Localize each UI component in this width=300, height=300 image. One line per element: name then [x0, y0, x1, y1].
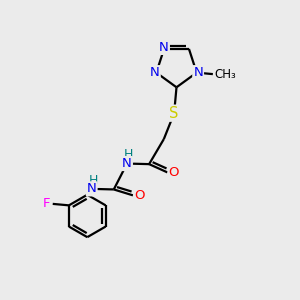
Text: N: N [150, 66, 160, 79]
Text: N: N [193, 66, 203, 79]
Text: N: N [122, 157, 132, 170]
Text: CH₃: CH₃ [214, 68, 236, 81]
Text: O: O [134, 189, 145, 202]
Text: O: O [169, 166, 179, 179]
Text: N: N [87, 182, 97, 195]
Text: H: H [124, 148, 133, 161]
Text: H: H [88, 173, 98, 187]
Text: F: F [43, 197, 50, 210]
Text: N: N [159, 41, 169, 54]
Text: S: S [169, 106, 179, 121]
